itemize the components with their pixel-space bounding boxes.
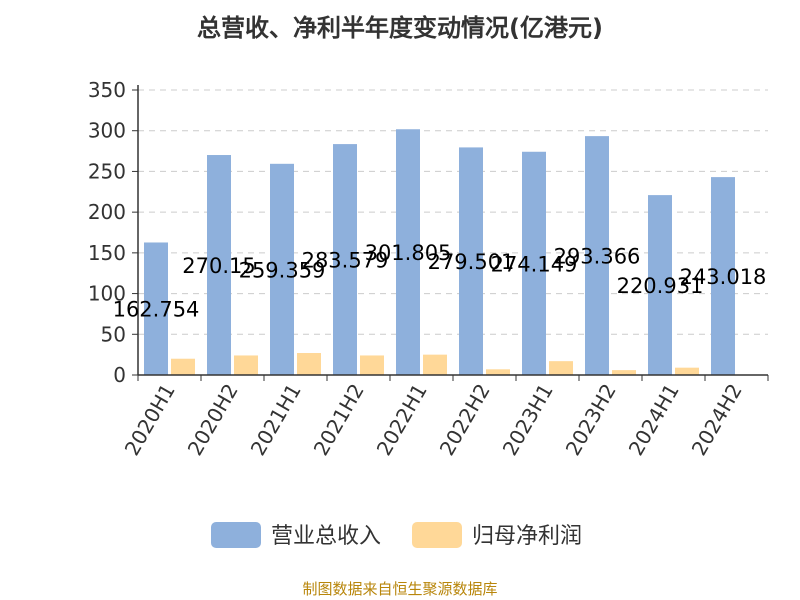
x-tick-label: 2023H1 bbox=[498, 380, 558, 460]
x-tick-label: 2020H1 bbox=[120, 380, 180, 460]
revenue-data-label: 293.366 bbox=[554, 245, 641, 269]
revenue-data-label: 259.359 bbox=[239, 258, 326, 282]
x-tick-label: 2021H1 bbox=[246, 380, 306, 460]
revenue-data-label: 270.15 bbox=[182, 254, 255, 278]
profit-bar bbox=[612, 370, 636, 375]
legend-swatch-revenue bbox=[211, 522, 261, 548]
profit-bar bbox=[360, 355, 384, 375]
y-tick-label: 300 bbox=[88, 119, 126, 143]
revenue-bar bbox=[207, 155, 231, 375]
revenue-data-label: 279.501 bbox=[428, 250, 515, 274]
revenue-bar bbox=[522, 151, 546, 375]
profit-bar bbox=[171, 358, 195, 375]
profit-bar bbox=[675, 367, 699, 375]
data-labels: 162.754 270.15259.359283.579301.805279.50… bbox=[113, 241, 767, 322]
legend-label-profit: 归母净利润 bbox=[472, 524, 582, 549]
revenue-data-label: 220.931 bbox=[617, 274, 704, 298]
y-tick-label: 100 bbox=[88, 282, 126, 306]
profit-bar bbox=[297, 353, 321, 375]
y-tick-label: 150 bbox=[88, 241, 126, 265]
revenue-data-label: 274.149 bbox=[491, 252, 578, 276]
grid-lines bbox=[138, 89, 768, 335]
source-note: 制图数据来自恒生聚源数据库 bbox=[302, 580, 498, 598]
revenue-data-label: 243.018 bbox=[680, 265, 767, 289]
y-tick-label: 350 bbox=[88, 78, 126, 102]
x-tick-label: 2022H2 bbox=[435, 380, 495, 460]
x-tick-label: 2024H1 bbox=[624, 380, 684, 460]
profit-bar bbox=[486, 369, 510, 375]
revenue-bar bbox=[333, 144, 357, 375]
x-tick-label: 2020H2 bbox=[183, 380, 243, 460]
x-tick-label: 2024H2 bbox=[687, 380, 747, 460]
profit-bar bbox=[549, 361, 573, 375]
legend: 营业总收入 归母净利润 bbox=[211, 522, 582, 549]
revenue-bar bbox=[396, 129, 420, 375]
y-tick-label: 250 bbox=[88, 159, 126, 183]
y-tick-label: 50 bbox=[101, 322, 126, 346]
profit-bar bbox=[423, 354, 447, 375]
revenue-bar bbox=[270, 163, 294, 375]
revenue-bar bbox=[459, 147, 483, 375]
chart-title: 总营收、净利半年度变动情况(亿港元) bbox=[197, 14, 603, 42]
revenue-bar bbox=[711, 177, 735, 375]
revenue-data-label: 162.754 bbox=[113, 298, 200, 322]
y-tick-label: 0 bbox=[113, 363, 126, 387]
profit-bar bbox=[234, 355, 258, 375]
revenue-data-label: 301.805 bbox=[365, 241, 452, 265]
y-tick-label: 200 bbox=[88, 200, 126, 224]
x-tick-label: 2021H2 bbox=[309, 380, 369, 460]
revenue-bar bbox=[585, 136, 609, 375]
legend-swatch-profit bbox=[412, 522, 462, 548]
x-tick-label: 2023H2 bbox=[561, 380, 621, 460]
bars bbox=[144, 129, 735, 375]
revenue-data-label: 283.579 bbox=[302, 249, 389, 273]
x-tick-label: 2022H1 bbox=[372, 380, 432, 460]
revenue-bar bbox=[144, 242, 168, 375]
revenue-bar bbox=[648, 195, 672, 375]
legend-label-revenue: 营业总收入 bbox=[271, 524, 381, 549]
